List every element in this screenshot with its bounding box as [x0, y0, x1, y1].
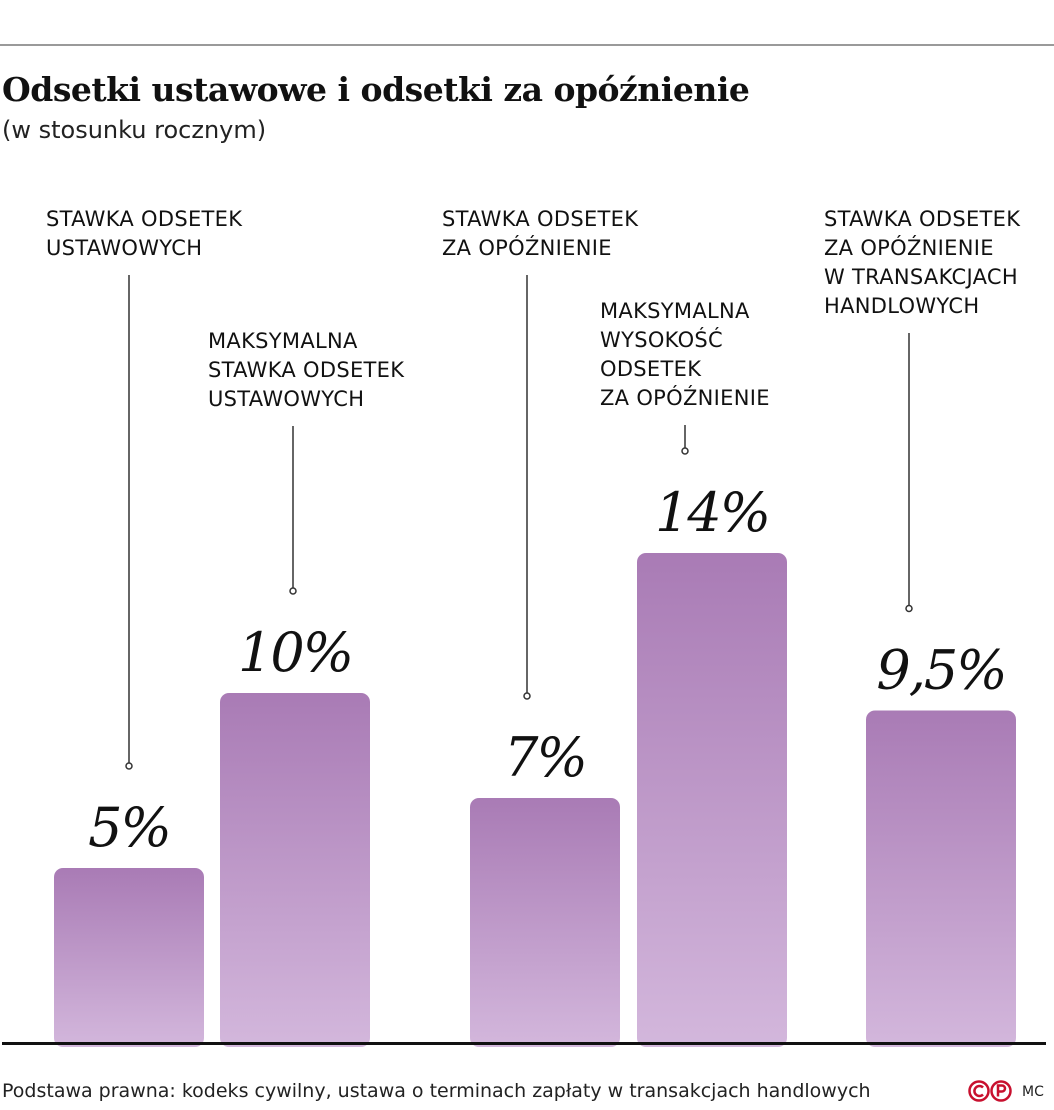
leader-dot-1	[125, 762, 133, 770]
category-label-3-line-2: ZA OPÓŹNIENIE	[442, 235, 612, 260]
category-label-5-line-4: HANDLOWYCH	[824, 294, 979, 318]
chart-baseline	[2, 1042, 1046, 1045]
category-label-4-line-4: ZA OPÓŹNIENIE	[600, 385, 770, 410]
category-label-5-line-3: W TRANSAKCJACH	[824, 265, 1018, 289]
leader-dot-3	[523, 692, 531, 700]
category-label-1-line-2: USTAWOWYCH	[46, 236, 202, 260]
value-label-1: 5%	[88, 796, 170, 859]
source-note: Podstawa prawna: kodeks cywilny, ustawa …	[2, 1080, 871, 1102]
bar-5	[866, 710, 1016, 1047]
chart-title: Odsetki ustawowe i odsetki za opóźnienie	[2, 70, 750, 109]
top-rule	[0, 44, 1054, 46]
category-label-5-line-2: ZA OPÓŹNIENIE	[824, 235, 994, 260]
category-label-4-line-2: WYSOKOŚĆ	[600, 327, 723, 352]
bar-2	[220, 693, 370, 1047]
category-label-3-line-1: STAWKA ODSETEK	[442, 207, 639, 231]
leader-dot-5	[905, 604, 913, 613]
category-label-2-line-2: STAWKA ODSETEK	[208, 358, 405, 382]
value-label-2: 10%	[238, 621, 352, 684]
category-label-2-line-3: USTAWOWYCH	[208, 387, 364, 411]
leader-dot-2	[289, 587, 297, 595]
value-label-3: 7%	[504, 726, 586, 789]
value-label-4: 14%	[655, 481, 769, 544]
bar-4	[637, 553, 787, 1047]
category-label-1-line-1: STAWKA ODSETEK	[46, 207, 243, 231]
category-label-4-line-3: ODSETEK	[600, 357, 702, 381]
chart-subtitle: (w stosunku rocznym)	[2, 116, 267, 144]
author-credit: MC	[1022, 1084, 1044, 1100]
bar-3	[470, 798, 620, 1047]
bar-chart: 5% STAWKA ODSETEK USTAWOWYCH 10% MAKSYMALNA S…	[46, 207, 1021, 1047]
copyright-logo	[968, 1080, 1012, 1102]
leader-dot-4	[681, 447, 689, 455]
category-label-5-line-1: STAWKA ODSETEK	[824, 207, 1021, 231]
category-label-4-line-1: MAKSYMALNA	[600, 299, 750, 323]
category-label-2-line-1: MAKSYMALNA	[208, 329, 358, 353]
bar-1	[54, 868, 204, 1047]
value-label-5: 9,5%	[876, 639, 1005, 702]
